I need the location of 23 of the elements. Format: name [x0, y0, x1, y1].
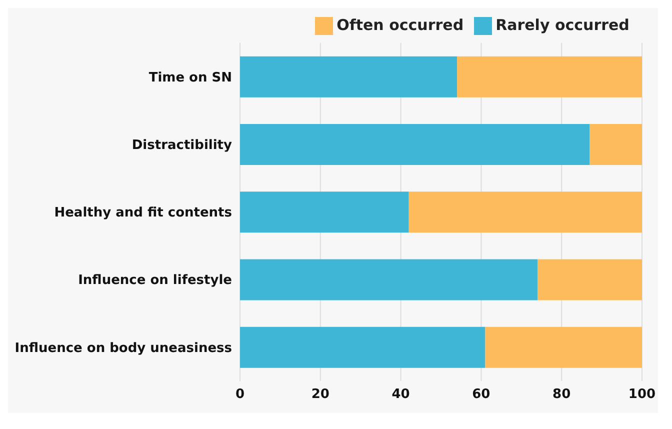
y-tick-label: Distractibility — [132, 138, 233, 153]
bar — [485, 326, 642, 368]
y-tick-label: Time on SN — [148, 70, 232, 86]
y-tick-label: Influence on lifestyle — [78, 273, 232, 288]
bar — [240, 124, 590, 166]
x-tick-label: 100 — [628, 387, 656, 402]
legend-label: Often occurred — [336, 16, 464, 34]
x-tick-label: 20 — [311, 387, 330, 402]
x-tick-label: 40 — [392, 387, 410, 402]
x-tick-label: 0 — [235, 387, 245, 402]
bar — [240, 192, 409, 233]
bar — [240, 56, 458, 98]
bar — [537, 259, 642, 300]
bar — [240, 326, 486, 368]
bar — [457, 56, 642, 98]
x-tick-label: 80 — [552, 387, 571, 402]
y-tick-label: Influence on body uneasiness — [14, 340, 232, 356]
bar — [590, 124, 642, 166]
legend-label: Rarely occurred — [496, 16, 630, 34]
x-tick-label: 60 — [472, 387, 490, 402]
y-tick-label: Healthy and fit contents — [54, 206, 232, 221]
bar — [408, 192, 642, 233]
bar — [240, 259, 538, 300]
